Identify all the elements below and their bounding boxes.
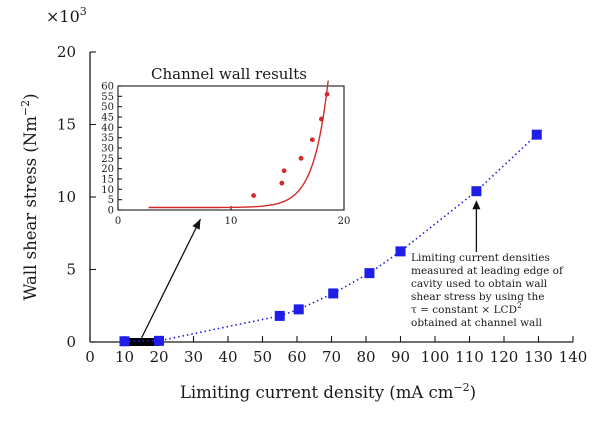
main-y-tick-label: 0 (66, 333, 76, 351)
inset-link-arrowhead (192, 219, 201, 230)
inset-y-tick-label: 35 (101, 133, 114, 144)
main-x-tick-label: 100 (421, 348, 450, 366)
inset-data-point (251, 193, 256, 198)
main-x-tick-label: 120 (490, 348, 519, 366)
inset-y-tick-label: 0 (108, 206, 114, 217)
main-x-ticks: 0 10 20 30 40 50 60 70 80 90 100 110 120 130 140 (85, 336, 587, 366)
main-series-points (119, 129, 542, 347)
main-x-tick-label: 30 (184, 348, 203, 366)
inset-frame (117, 85, 345, 211)
main-y-tick-label: 15 (57, 116, 76, 134)
annotation: Limiting current densities measured at l… (411, 252, 564, 329)
x-axis-label: Limiting current density (mA cm−2) (180, 381, 476, 402)
inset-title: Channel wall results (151, 65, 307, 83)
annotation-line-1: Limiting current densities (411, 252, 550, 264)
inset-data-point (298, 155, 304, 161)
data-point (364, 268, 375, 279)
main-x-tick-label: 80 (356, 348, 375, 366)
main-x-tick-label: 130 (524, 348, 553, 366)
inset-x-ticks: 0 10 20 (115, 206, 351, 227)
inset-y-tick-label: 20 (101, 164, 114, 175)
inset-x-tick-label: 20 (338, 216, 351, 227)
data-point (328, 288, 339, 299)
annotation-line-4: shear stress by using the (411, 291, 544, 303)
main-y-tick-label: 5 (66, 261, 76, 279)
main-x-tick-label: 70 (322, 348, 341, 366)
annotation-line-3: cavity used to obtain wall (411, 278, 548, 290)
y-multiplier: ×103 (46, 5, 87, 26)
inset-y-tick-label: 5 (108, 195, 114, 206)
annotation-line-6: obtained at channel wall (411, 317, 543, 329)
data-point (119, 336, 130, 347)
main-x-tick-label: 0 (85, 348, 95, 366)
inset-link-arrow (140, 218, 202, 339)
inset-y-tick-label: 55 (101, 92, 114, 103)
inset-y-tick-label: 50 (101, 102, 114, 113)
inset-series-points (251, 91, 330, 198)
main-x-tick-label: 20 (149, 348, 168, 366)
inset-y-tick-label: 15 (101, 175, 114, 186)
main-x-tick-label: 90 (391, 348, 410, 366)
inset-y-tick-label: 10 (101, 185, 114, 196)
data-point (293, 304, 304, 315)
main-y-ticks: 0 5 10 15 20 (57, 43, 96, 351)
inset-data-point (319, 116, 324, 122)
annotation-line-5: τ = constant × LCD2 (411, 301, 522, 316)
annotation-arrowhead (472, 200, 481, 210)
y-axis-label: Wall shear stress (Nm−2) (19, 93, 40, 300)
main-x-tick-label: 10 (115, 348, 134, 366)
main-x-tick-label: 50 (253, 348, 272, 366)
data-point (274, 310, 285, 321)
data-point (471, 186, 482, 197)
inset-y-tick-label: 30 (101, 144, 114, 155)
main-x-tick-label: 40 (218, 348, 237, 366)
inset-y-tick-label: 60 (101, 82, 114, 93)
inset-data-point (309, 137, 315, 143)
inset-data-point (324, 91, 330, 97)
data-point (154, 335, 164, 346)
main-x-tick-label: 60 (287, 348, 306, 366)
annotation-line-2: measured at leading edge of (411, 265, 564, 277)
main-chart: 0 10 20 30 40 50 60 70 80 90 100 110 120 130 140 05101… (19, 5, 587, 402)
main-y-tick-label: 20 (57, 43, 76, 61)
inset-data-point (279, 180, 285, 186)
main-y-tick-label: 10 (57, 188, 76, 206)
data-point (395, 246, 406, 257)
data-point (531, 129, 542, 140)
inset-fit-curve (148, 80, 329, 209)
inset-y-tick-label: 45 (101, 113, 114, 124)
inset-x-tick-label: 10 (225, 216, 238, 227)
inset-y-tick-label: 40 (101, 123, 114, 134)
main-x-tick-label: 110 (455, 348, 484, 366)
inset-x-tick-label: 0 (115, 216, 121, 227)
inset-data-point (281, 168, 287, 174)
inset-y-tick-label: 25 (101, 154, 114, 165)
inset-chart: Channel wall results 0 10 20 0510152025303… (101, 65, 350, 227)
main-x-tick-label: 140 (559, 348, 588, 366)
